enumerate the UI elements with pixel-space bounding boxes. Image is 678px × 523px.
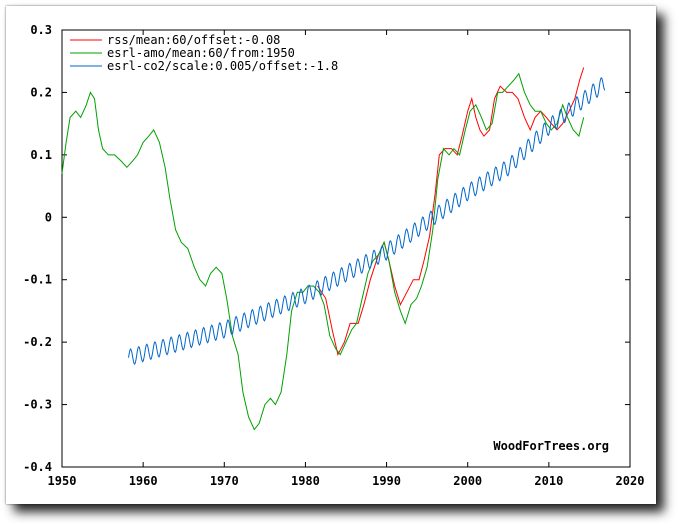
x-tick-label: 2010 [534, 474, 563, 488]
plot-axes: 1950 1960 1970 1980 1990 2000 2010 2020 -0.4 -0.3… [23, 23, 644, 488]
x-tick-label: 1980 [291, 474, 320, 488]
legend-label-1: rss/mean:60/offset:-0.08 [107, 33, 280, 47]
series-line-2 [61, 72, 585, 431]
y-tick-label: -0.3 [23, 398, 52, 412]
x-tick-label: 1950 [48, 474, 77, 488]
y-tick-label: -0.4 [23, 460, 52, 474]
x-tick-label: 2020 [616, 474, 645, 488]
chart-frame [6, 6, 656, 504]
y-tick-label: 0 [45, 210, 52, 224]
y-tick-label: -0.1 [23, 273, 52, 287]
legend-label-2: esrl-amo/mean:60/from:1950 [107, 46, 295, 60]
x-tick-label: 1960 [129, 474, 158, 488]
x-tick-label: 1970 [210, 474, 239, 488]
watermark-text: WoodForTrees.org [493, 439, 609, 453]
series-layer [61, 67, 606, 431]
series-line-3 [128, 76, 606, 366]
y-tick-label: 0.1 [30, 148, 52, 162]
x-tick-label: 2000 [453, 474, 482, 488]
plot-border [61, 29, 631, 468]
y-tick-label: 0.2 [30, 85, 52, 99]
y-tick-label: -0.2 [23, 335, 52, 349]
legend: rss/mean:60/offset:-0.08esrl-amo/mean:60… [70, 33, 338, 73]
y-tick-label: 0.3 [30, 23, 52, 37]
x-tick-label: 1990 [372, 474, 401, 488]
legend-label-3: esrl-co2/scale:0.005/offset:-1.8 [107, 59, 338, 73]
